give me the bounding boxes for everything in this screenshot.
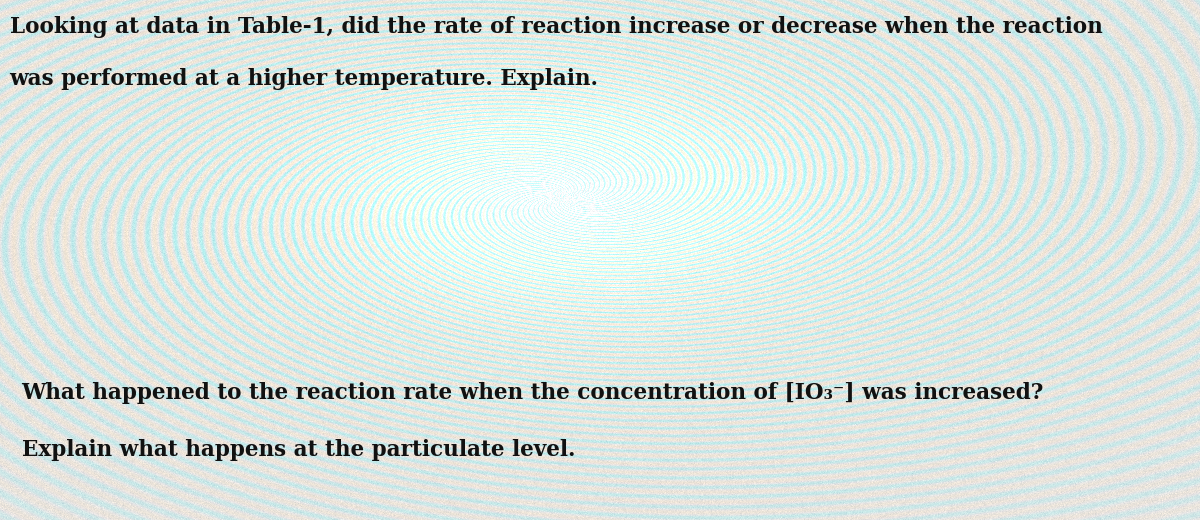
Text: was performed at a higher temperature. Explain.: was performed at a higher temperature. E…	[10, 68, 599, 89]
Text: Explain what happens at the particulate level.: Explain what happens at the particulate …	[22, 439, 575, 461]
Text: Looking at data in Table-1, did the rate of reaction increase or decrease when t: Looking at data in Table-1, did the rate…	[10, 16, 1103, 37]
Text: What happened to the reaction rate when the concentration of [IO₃⁻] was increase: What happened to the reaction rate when …	[22, 382, 1044, 404]
